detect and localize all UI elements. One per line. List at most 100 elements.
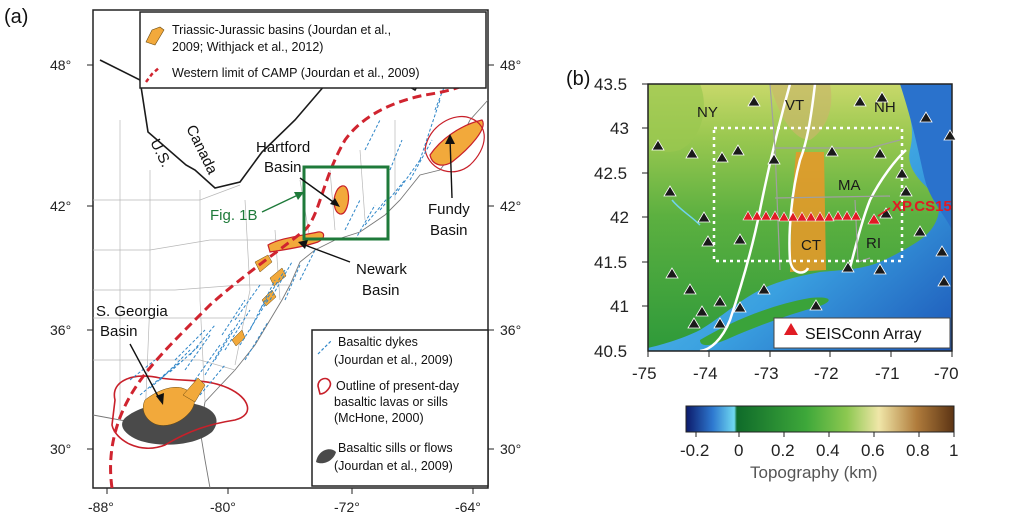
b-lon-70: -70 [934, 364, 959, 383]
state-ct: CT [801, 237, 821, 254]
legend-outline-line2: basaltic lavas or sills [334, 395, 448, 409]
legend-array-marker [784, 323, 798, 335]
hartford-arrow [299, 177, 337, 205]
basin-georgia [142, 387, 195, 426]
highland-ny [648, 84, 704, 152]
outline-georgia [111, 375, 249, 450]
legend-sills-line2: (Jourdan et al., 2009) [334, 459, 453, 473]
basin-small-4 [231, 329, 246, 347]
fig1b-box [302, 165, 390, 241]
b-lat-40-5: 40.5 [594, 342, 627, 361]
legend-dykes-line1: Basaltic dykes [338, 335, 418, 349]
topography-colorbar [685, 405, 955, 433]
legend-array-label: SEISConn Array [805, 326, 922, 343]
basaltic-dykes [129, 84, 446, 396]
cbar-label: Topography (km) [750, 463, 878, 482]
cbar-tick-1: 1 [949, 441, 958, 460]
basin-small-2 [269, 267, 287, 287]
lat-tick-42-right: 42° [500, 198, 521, 214]
lat-tick-36-left: 36° [50, 322, 71, 338]
label-georgia-2: Basin [100, 323, 138, 340]
legend-sills-swatch [316, 449, 336, 464]
legend-sills-line1: Basaltic sills or flows [338, 441, 453, 455]
cbar-tick-08: 0.8 [906, 441, 930, 460]
label-georgia-1: S. Georgia [96, 303, 168, 320]
newark-arrowhead [298, 240, 308, 249]
panel-a-lat-ticks-left [87, 64, 494, 494]
fundy-arrow [449, 137, 453, 199]
river-east-white [848, 149, 907, 269]
legend-dykes-swatch [317, 339, 333, 355]
long-island [700, 297, 829, 346]
legend-basins-line2: 2009; Withjack et al., 2012) [172, 40, 323, 54]
label-fundy-2: Basin [430, 222, 468, 239]
legend-dykes-line2: (Jourdan et al., 2009) [334, 353, 453, 367]
b-lon-72: -72 [814, 364, 839, 383]
panel-a-label: (a) [4, 6, 29, 28]
lat-tick-30-right: 30° [500, 441, 521, 457]
label-fundy-1: Fundy [428, 201, 470, 218]
cbar-tick-06: 0.6 [861, 441, 885, 460]
seisconn-array [742, 210, 881, 225]
b-lon-73: -73 [754, 364, 779, 383]
newark-arrow [301, 243, 351, 263]
b-lat-42: 42 [610, 208, 629, 227]
lon-tick-64: -64° [455, 499, 481, 515]
lat-tick-48-left: 48° [50, 57, 71, 73]
label-newark-2: Basin [362, 282, 400, 299]
lat-tick-42-left: 42° [50, 198, 71, 214]
lon-tick-80: -80° [210, 499, 236, 515]
georgia-arrow [129, 343, 161, 401]
lat-tick-30-left: 30° [50, 441, 71, 457]
lat-tick-36-right: 36° [500, 322, 521, 338]
station-label: XP.CS15 [892, 198, 952, 215]
b-lat-41-5: 41.5 [594, 253, 627, 272]
fig1b-arrow [261, 193, 301, 213]
state-nh: NH [874, 99, 896, 116]
ct-topography [790, 152, 826, 272]
legend-b: SEISConn Array [773, 317, 951, 349]
state-vt: VT [785, 97, 804, 114]
lon-tick-72: -72° [334, 499, 360, 515]
station-pointer [877, 207, 891, 217]
lat-tick-48-right: 48° [500, 57, 521, 73]
legend-bottom: Basaltic dykes (Jourdan et al., 2009) Ou… [311, 329, 489, 487]
state-ma: MA [838, 177, 861, 194]
river-west-white [699, 84, 792, 351]
cbar-tick-04: 0.4 [816, 441, 840, 460]
fundy-arrowhead [445, 134, 455, 144]
cbar-tick-02: 0.2 [771, 441, 795, 460]
b-lat-43: 43 [610, 119, 629, 138]
river-ct-white [788, 84, 817, 274]
legend-camp: Western limit of CAMP (Jourdan et al., 2… [172, 66, 420, 80]
label-newark-1: Newark [356, 261, 407, 278]
state-ny: NY [697, 104, 718, 121]
legend-outline-line1: Outline of present-day [336, 379, 460, 393]
b-lon-75: -75 [632, 364, 657, 383]
ne-ocean [900, 84, 952, 230]
legend-top: Triassic-Jurassic basins (Jourdan et al.… [139, 11, 487, 89]
cbar-tick-0: 0 [734, 441, 743, 460]
b-lon-74: -74 [693, 364, 718, 383]
legend-basin-swatch [145, 26, 165, 46]
legend-outline-line3: (McHone, 2000) [334, 411, 424, 425]
east-coastline [199, 99, 488, 488]
b-lat-42-5: 42.5 [594, 164, 627, 183]
state-ri: RI [866, 235, 881, 252]
panel-b-label: (b) [566, 68, 591, 90]
stations-other [651, 91, 957, 329]
b-lat-41: 41 [610, 297, 629, 316]
b-lat-43-5: 43.5 [594, 75, 627, 94]
colorbar-ticks [695, 432, 955, 437]
cbar-tick-neg02: -0.2 [680, 441, 709, 460]
panel-b-ticks [642, 83, 953, 357]
georgia-arrowhead [156, 393, 164, 405]
label-fig1b: Fig. 1B [210, 207, 258, 224]
river-hudson [671, 199, 701, 226]
label-hartford-2: Basin [264, 159, 302, 176]
fig1b-arrowhead [294, 192, 304, 200]
camp-western-limit [109, 80, 471, 488]
basin-hartford [333, 185, 350, 215]
